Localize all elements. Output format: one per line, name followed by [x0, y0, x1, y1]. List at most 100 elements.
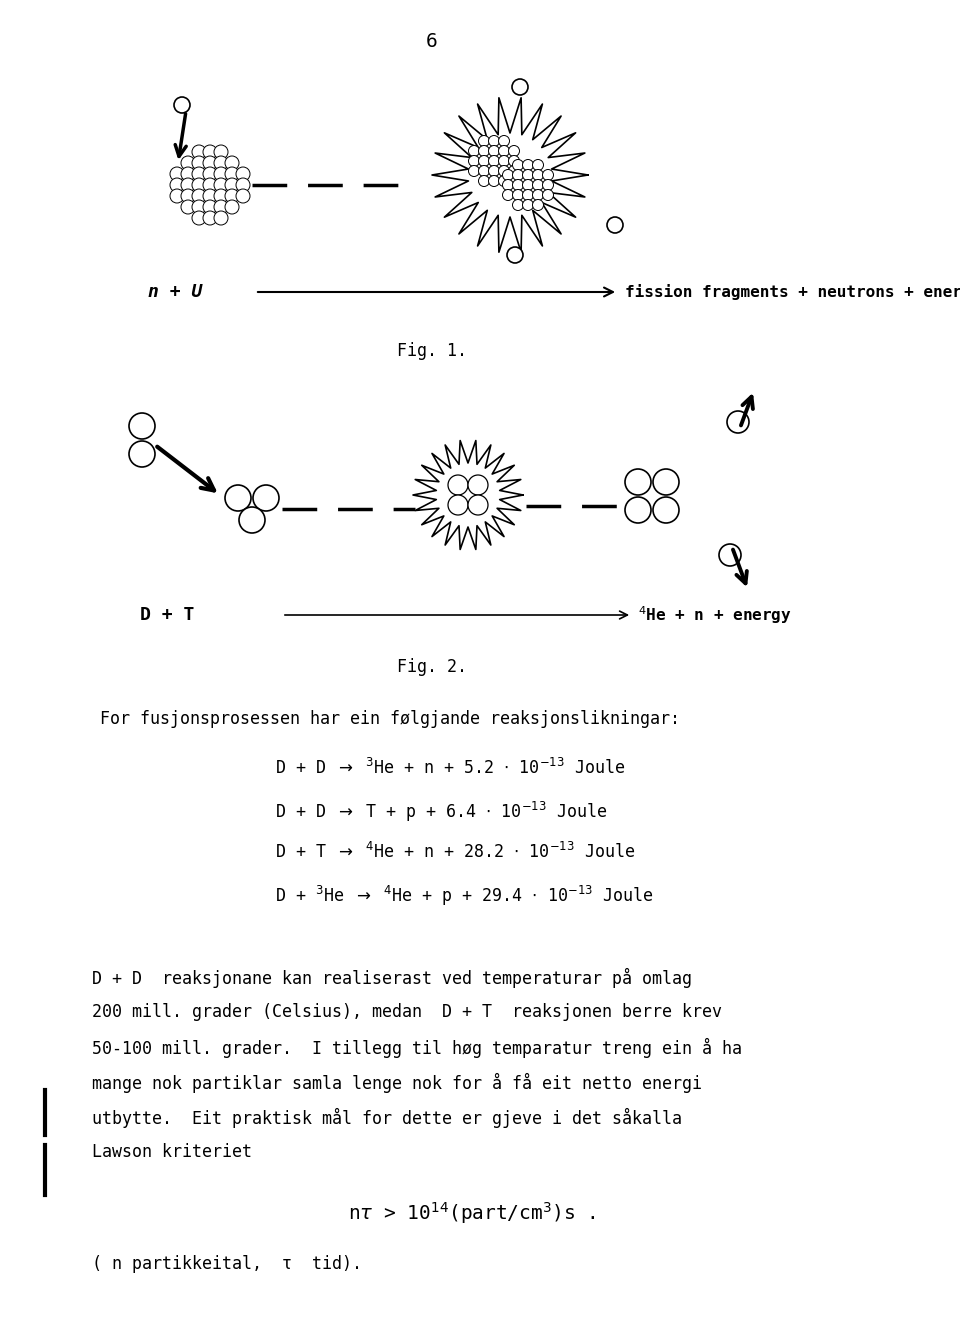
Circle shape [214, 144, 228, 159]
Circle shape [192, 200, 206, 215]
Circle shape [509, 146, 519, 156]
Circle shape [542, 179, 554, 191]
Text: 6: 6 [426, 32, 438, 50]
Circle shape [478, 166, 490, 176]
Circle shape [513, 200, 523, 211]
Text: D + T $\rightarrow$ $^{4}$He + n + 28.2 $\cdot$ 10$^{-13}$ Joule: D + T $\rightarrow$ $^{4}$He + n + 28.2 … [275, 841, 636, 863]
Circle shape [192, 178, 206, 192]
Circle shape [478, 135, 490, 147]
Circle shape [522, 170, 534, 180]
Circle shape [498, 135, 510, 147]
Text: fission fragments + neutrons + energy: fission fragments + neutrons + energy [625, 284, 960, 299]
Circle shape [129, 441, 155, 466]
Text: n + U: n + U [148, 284, 203, 301]
Circle shape [203, 144, 217, 159]
Circle shape [214, 211, 228, 225]
Circle shape [513, 170, 523, 180]
Circle shape [498, 166, 510, 176]
Circle shape [542, 189, 554, 200]
Circle shape [513, 179, 523, 191]
Circle shape [214, 156, 228, 170]
Text: D + T: D + T [140, 606, 194, 624]
Circle shape [513, 159, 523, 171]
Circle shape [203, 211, 217, 225]
Circle shape [181, 189, 195, 203]
Circle shape [225, 167, 239, 182]
Circle shape [502, 170, 514, 180]
Circle shape [498, 175, 510, 187]
Circle shape [607, 217, 623, 233]
Polygon shape [432, 98, 588, 252]
Circle shape [203, 189, 217, 203]
Circle shape [214, 178, 228, 192]
Circle shape [214, 189, 228, 203]
Circle shape [225, 189, 239, 203]
Circle shape [625, 469, 651, 496]
Circle shape [214, 200, 228, 215]
Circle shape [225, 485, 251, 511]
Circle shape [203, 156, 217, 170]
Circle shape [625, 497, 651, 523]
Circle shape [203, 200, 217, 215]
Circle shape [239, 507, 265, 533]
Circle shape [489, 175, 499, 187]
Circle shape [170, 178, 184, 192]
Circle shape [181, 167, 195, 182]
Circle shape [533, 189, 543, 200]
Circle shape [727, 411, 749, 433]
Circle shape [542, 170, 554, 180]
Circle shape [192, 211, 206, 225]
Circle shape [170, 189, 184, 203]
Circle shape [512, 80, 528, 95]
Circle shape [448, 496, 468, 515]
Text: $^{4}$He + n + energy: $^{4}$He + n + energy [638, 604, 792, 625]
Circle shape [522, 189, 534, 200]
Circle shape [502, 179, 514, 191]
Circle shape [192, 144, 206, 159]
Text: D + D $\rightarrow$ $^{3}$He + n + 5.2 $\cdot$ 10$^{-13}$ Joule: D + D $\rightarrow$ $^{3}$He + n + 5.2 $… [275, 758, 625, 778]
Circle shape [522, 179, 534, 191]
Circle shape [192, 189, 206, 203]
Text: D + D  reaksjonane kan realiserast ved temperaturar på omlag: D + D reaksjonane kan realiserast ved te… [92, 969, 692, 988]
Circle shape [478, 155, 490, 167]
Circle shape [214, 167, 228, 182]
Circle shape [225, 156, 239, 170]
Text: D + $^{3}$He $\rightarrow$ $^{4}$He + p + 29.4 $\cdot$ 10$^{-13}$ Joule: D + $^{3}$He $\rightarrow$ $^{4}$He + p … [275, 884, 654, 908]
Circle shape [192, 167, 206, 182]
Circle shape [181, 178, 195, 192]
Text: utbytte.  Eit praktisk mål for dette er gjeve i det såkalla: utbytte. Eit praktisk mål for dette er g… [92, 1108, 682, 1128]
Circle shape [225, 200, 239, 215]
Circle shape [653, 469, 679, 496]
Text: 50-100 mill. grader.  I tillegg til høg temparatur treng ein å ha: 50-100 mill. grader. I tillegg til høg t… [92, 1037, 742, 1059]
Text: mange nok partiklar samla lenge nok for å få eit netto energi: mange nok partiklar samla lenge nok for … [92, 1073, 702, 1093]
Circle shape [489, 155, 499, 167]
Text: For fusjonsprosessen har ein følgjande reaksjonslikningar:: For fusjonsprosessen har ein følgjande r… [100, 710, 680, 727]
Text: Lawson kriteriet: Lawson kriteriet [92, 1143, 252, 1161]
Circle shape [468, 155, 479, 167]
Circle shape [236, 178, 250, 192]
Circle shape [653, 497, 679, 523]
Circle shape [509, 155, 519, 167]
Circle shape [478, 146, 490, 156]
Text: 200 mill. grader (Celsius), medan  D + T  reaksjonen berre krev: 200 mill. grader (Celsius), medan D + T … [92, 1003, 722, 1022]
Circle shape [498, 155, 510, 167]
Circle shape [448, 474, 468, 496]
Circle shape [719, 545, 741, 566]
Circle shape [489, 166, 499, 176]
Circle shape [468, 146, 479, 156]
Circle shape [181, 200, 195, 215]
Circle shape [468, 474, 488, 496]
Circle shape [170, 167, 184, 182]
Circle shape [203, 167, 217, 182]
Circle shape [225, 178, 239, 192]
Circle shape [509, 166, 519, 176]
Polygon shape [413, 440, 523, 550]
Circle shape [203, 178, 217, 192]
Circle shape [522, 159, 534, 171]
Circle shape [513, 189, 523, 200]
Circle shape [533, 179, 543, 191]
Circle shape [489, 146, 499, 156]
Circle shape [502, 189, 514, 200]
Circle shape [174, 97, 190, 113]
Circle shape [253, 485, 279, 511]
